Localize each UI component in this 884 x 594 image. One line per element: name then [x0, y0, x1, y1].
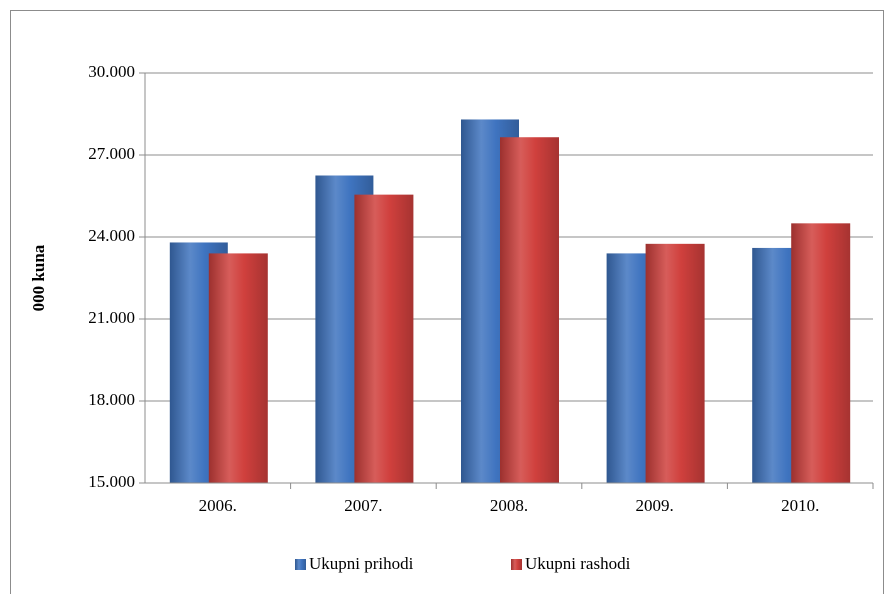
bar — [791, 223, 851, 484]
x-tick-label: 2009. — [635, 496, 673, 515]
y-tick-label: 18.000 — [88, 390, 135, 409]
y-tick-label: 15.000 — [88, 472, 135, 491]
bar — [500, 137, 559, 483]
x-tick-label: 2006. — [199, 496, 237, 515]
legend-swatch — [295, 559, 306, 570]
legend-swatch — [511, 559, 522, 570]
bar — [354, 194, 414, 483]
x-tick-label: 2010. — [781, 496, 819, 515]
x-tick-label: 2008. — [490, 496, 528, 515]
y-tick-label: 30.000 — [88, 62, 135, 81]
x-tick-label: 2007. — [344, 496, 382, 515]
y-tick-label: 21.000 — [88, 308, 135, 327]
y-tick-label: 27.000 — [88, 144, 135, 163]
legend-label: Ukupni prihodi — [309, 554, 414, 573]
y-axis-title: 000 kuna — [29, 244, 48, 311]
bar — [208, 253, 268, 483]
bar — [645, 243, 705, 483]
legend-label: Ukupni rashodi — [525, 554, 631, 573]
y-tick-label: 24.000 — [88, 226, 135, 245]
